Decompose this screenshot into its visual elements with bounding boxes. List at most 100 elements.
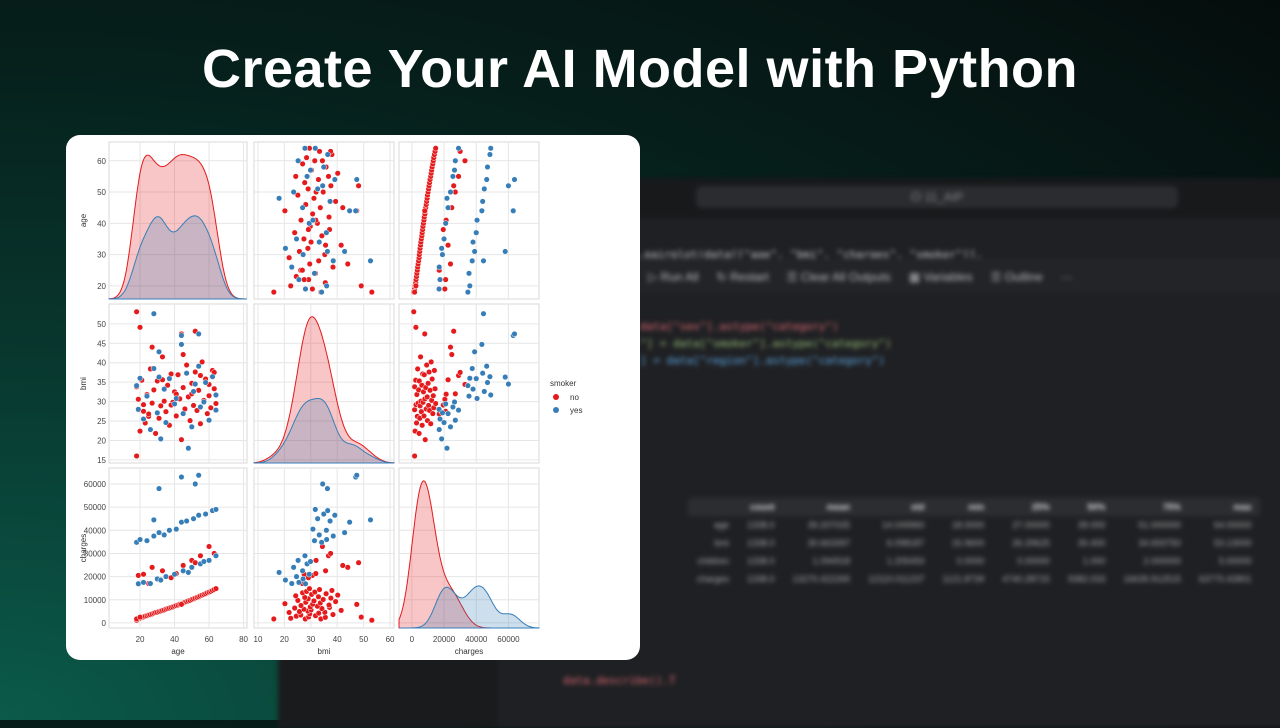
toolbar-button[interactable]: ☰ Outline xyxy=(990,270,1043,284)
point-yes xyxy=(352,207,359,214)
point-no xyxy=(327,550,334,557)
point-no xyxy=(448,351,455,358)
point-yes xyxy=(469,365,476,372)
point-no xyxy=(137,324,144,331)
point-yes xyxy=(331,512,338,519)
table-row: charges 1338.0 13270.422265 12110.011237 112… xyxy=(688,570,1260,588)
point-no xyxy=(164,382,171,389)
point-no xyxy=(206,543,213,550)
point-no xyxy=(161,398,168,405)
toolbar-button[interactable]: ▦ Variables xyxy=(908,270,973,284)
point-no xyxy=(447,344,454,351)
point-yes xyxy=(486,151,493,158)
point-yes xyxy=(290,564,297,571)
page-title: Create Your AI Model with Python xyxy=(201,39,1079,99)
toolbar-button[interactable]: ··· xyxy=(1060,270,1073,284)
point-yes xyxy=(353,176,360,183)
x-axis-label: age xyxy=(171,647,185,656)
column-header xyxy=(688,498,739,516)
point-no xyxy=(316,148,323,155)
point-yes xyxy=(282,245,289,252)
panel-bmi-vs-charges xyxy=(398,303,540,464)
toolbar-button[interactable]: ☰ Clear All Outputs xyxy=(786,270,891,284)
point-no xyxy=(204,410,211,417)
x-tick-label: 40 xyxy=(333,635,342,644)
point-yes xyxy=(319,182,326,189)
point-no xyxy=(424,393,431,400)
point-no xyxy=(306,585,313,592)
table-cell: 27.00000 xyxy=(1012,520,1050,530)
y-axis-label: charges xyxy=(79,534,88,562)
point-no xyxy=(318,232,325,239)
point-yes xyxy=(314,185,321,192)
y-tick-label: 25 xyxy=(97,417,106,426)
point-no xyxy=(287,615,294,622)
point-no xyxy=(197,372,204,379)
point-yes xyxy=(143,393,150,400)
point-no xyxy=(327,182,334,189)
point-yes xyxy=(452,157,459,164)
code-line: sns.pairplot(data[["age", "bmi", "charge… xyxy=(618,248,983,261)
point-no xyxy=(421,207,428,214)
x-tick-label: 80 xyxy=(239,635,248,644)
panel-frame xyxy=(253,303,395,464)
point-no xyxy=(180,562,187,569)
table-cell: 14.049960 xyxy=(881,520,925,530)
point-no xyxy=(445,242,452,249)
x-axis-label: charges xyxy=(455,647,483,656)
point-no xyxy=(419,422,426,429)
table-cell: 1121.8739 xyxy=(942,574,985,584)
point-yes xyxy=(301,145,309,152)
point-yes xyxy=(316,531,323,538)
x-tick-label: 0 xyxy=(410,635,415,644)
point-no xyxy=(149,400,156,407)
panel-charges-vs-bmi xyxy=(253,467,395,629)
point-yes xyxy=(302,580,309,587)
point-no xyxy=(421,330,428,337)
kde-yes xyxy=(253,398,395,464)
point-yes xyxy=(465,393,473,400)
table-cell: 26.29625 xyxy=(1012,538,1050,548)
point-yes xyxy=(188,423,195,430)
point-no xyxy=(159,353,166,360)
y-tick-label: 20 xyxy=(97,436,106,445)
point-no xyxy=(287,282,294,289)
point-yes xyxy=(137,536,144,543)
y-tick-label: 60000 xyxy=(84,480,107,489)
table-cell: 51.000000 xyxy=(1138,520,1181,530)
y-tick-label: 0 xyxy=(102,619,107,628)
toolbar-button[interactable]: ↻ Restart xyxy=(716,270,769,284)
point-no xyxy=(299,267,306,274)
point-yes xyxy=(147,580,154,587)
point-no xyxy=(368,289,375,296)
point-yes xyxy=(183,370,190,377)
column-header: 25% xyxy=(993,498,1059,516)
point-yes xyxy=(162,573,169,580)
point-yes xyxy=(185,445,192,452)
point-no xyxy=(211,385,218,392)
point-no xyxy=(197,552,204,559)
point-no xyxy=(329,264,337,271)
point-yes xyxy=(473,217,481,224)
point-no xyxy=(431,367,438,374)
point-yes xyxy=(180,410,187,417)
y-tick-label: 60 xyxy=(97,157,106,166)
point-no xyxy=(431,385,439,392)
point-yes xyxy=(155,348,163,355)
point-yes xyxy=(299,204,306,211)
point-no xyxy=(445,376,452,383)
kde-yes xyxy=(108,215,247,300)
point-no xyxy=(312,570,319,577)
point-no xyxy=(135,572,142,579)
point-yes xyxy=(300,251,307,258)
point-no xyxy=(145,410,152,418)
point-yes xyxy=(324,485,331,492)
toolbar-button[interactable]: ▷ Run All xyxy=(648,270,699,284)
command-search[interactable]: ⵔ 11_AIP xyxy=(696,186,1178,208)
x-tick-label: 40000 xyxy=(465,635,488,644)
point-yes xyxy=(480,310,487,317)
table-cell: 16639.912515 xyxy=(1123,574,1181,584)
point-no xyxy=(332,198,339,205)
point-yes xyxy=(464,289,471,296)
point-no xyxy=(192,559,199,566)
